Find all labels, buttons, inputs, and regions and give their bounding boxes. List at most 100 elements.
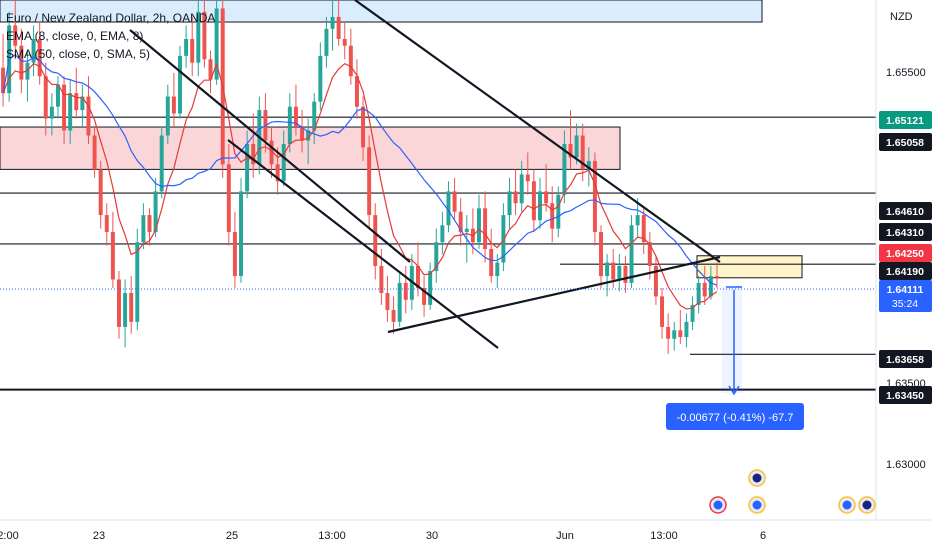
measure-label: -0.00677 (-0.41%) -67.7 [677, 412, 794, 424]
candle-body [495, 262, 500, 277]
candle-body [74, 93, 79, 111]
candle-body [605, 262, 610, 277]
candle-body [696, 282, 701, 305]
time-label-6: Jun [556, 530, 574, 542]
candle-body [647, 242, 652, 266]
candle-body [123, 293, 128, 327]
flag-icon-4 [838, 496, 856, 514]
candle-body [300, 127, 305, 141]
candle-body [1, 67, 6, 94]
zone-yellow [696, 255, 803, 279]
sma-line [2, 53, 718, 286]
candle-body [525, 174, 530, 182]
tag-bg-2 [879, 133, 932, 151]
candle-body [653, 265, 658, 297]
candle-body [660, 296, 665, 327]
candle-body [92, 135, 97, 170]
candle-body [348, 45, 353, 77]
flag-icon-5 [858, 496, 876, 514]
candle-body [275, 164, 280, 182]
candle-body [714, 276, 719, 278]
candle-body [208, 59, 213, 80]
candle-body [538, 191, 542, 221]
moving-averages-layer [2, 53, 718, 310]
candle-body [422, 287, 427, 305]
legend: Euro / New Zealand Dollar, 2h, OANDA EMA… [6, 11, 215, 61]
candle-body [110, 232, 115, 280]
candle-body [312, 101, 317, 131]
trendline-4 [387, 255, 721, 334]
candle-body [80, 96, 85, 111]
candle-body [55, 84, 60, 107]
candle-body [13, 25, 18, 46]
candle-body [251, 143, 256, 165]
tag-4: 1.64310 [886, 227, 924, 239]
candle-body [68, 93, 73, 131]
candle-body [678, 330, 683, 338]
candle-body [592, 160, 597, 233]
candle-body [507, 191, 512, 216]
candle-body [464, 228, 469, 233]
candle-body [446, 191, 451, 226]
legend-symbol: Euro / New Zealand Dollar, 2h, OANDA [6, 11, 215, 25]
candle-body [574, 135, 579, 158]
flag-icon-1 [709, 496, 727, 514]
candle-body [239, 191, 243, 277]
candle-body [391, 309, 396, 322]
ema-line [2, 62, 718, 310]
candle-body [159, 135, 164, 192]
time-label-1: 2:00 [0, 530, 19, 542]
price-label-3: 1.63000 [886, 459, 926, 471]
candle-body [428, 271, 433, 305]
candle-body [214, 8, 219, 80]
candle-body [306, 130, 311, 141]
candle-body [342, 38, 347, 46]
tag-bg-3 [879, 202, 932, 220]
candle-body [562, 143, 567, 195]
candle-body [519, 174, 524, 204]
time-label-5: 30 [426, 530, 438, 542]
candle-body [403, 282, 408, 300]
candle-body [531, 181, 536, 221]
flag-icon-2 [748, 496, 766, 514]
event-icons[interactable] [709, 469, 876, 514]
measure-label-box [666, 403, 804, 430]
candle-body [458, 211, 463, 233]
tag-3: 1.64610 [886, 206, 924, 218]
candle-body [43, 76, 48, 119]
candle-body [178, 55, 182, 114]
candle-body [641, 215, 646, 243]
candle-body [452, 191, 457, 212]
zone-blue [0, 0, 763, 23]
candle-body [617, 265, 622, 280]
trendline-2 [354, 0, 721, 263]
trendline-1 [129, 29, 411, 263]
candle-body [165, 96, 170, 136]
candle-body [232, 232, 237, 277]
tag-1: 1.65121 [886, 115, 924, 127]
candle-body [397, 282, 402, 322]
time-label-2: 23 [93, 530, 105, 542]
candle-body [708, 276, 713, 297]
tag-bg-5 [879, 244, 932, 262]
tag-7-time: 35:24 [892, 298, 918, 310]
tag-2: 1.65058 [886, 137, 924, 149]
legend-ema: EMA (8, close, 0, EMA, 8) [6, 29, 143, 43]
price-label-1: 1.65500 [886, 67, 926, 79]
candle-body [318, 55, 323, 102]
candle-body [141, 215, 146, 243]
candle-body [373, 215, 378, 266]
legend-sma: SMA (50, close, 0, SMA, 5) [6, 47, 150, 61]
candle-body [379, 265, 384, 294]
candle-body [49, 106, 54, 119]
candle-body [580, 135, 585, 170]
candle-body [281, 143, 286, 182]
candle-body [367, 147, 372, 216]
tag-bg-7 [879, 280, 932, 312]
tag-bg-8 [879, 350, 932, 368]
candle-body [196, 11, 201, 63]
candle-body [568, 143, 573, 158]
time-label-7: 13:00 [650, 530, 678, 542]
candle-body [135, 242, 140, 322]
